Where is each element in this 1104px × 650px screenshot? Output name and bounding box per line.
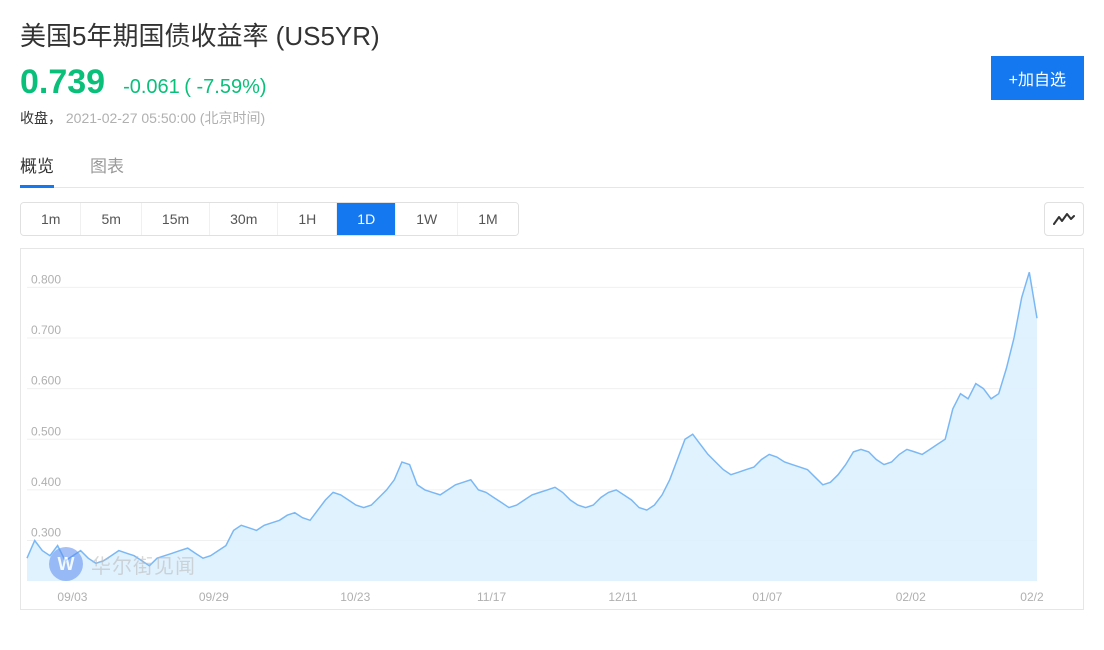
chart-type-button[interactable] <box>1044 202 1084 236</box>
line-chart-icon <box>1053 211 1075 227</box>
add-watchlist-button[interactable]: +加自选 <box>991 56 1084 100</box>
watermark-text: 华尔街见闻 <box>91 550 196 579</box>
svg-text:09/03: 09/03 <box>57 590 87 604</box>
svg-text:12/11: 12/11 <box>608 590 637 604</box>
timeframe-1M[interactable]: 1M <box>458 203 517 235</box>
svg-text:02/2: 02/2 <box>1020 590 1044 604</box>
svg-text:0.400: 0.400 <box>31 475 61 489</box>
timestamp-row: 收盘， 2021-02-27 05:50:00 (北京时间) <box>20 108 991 128</box>
timeframe-1W[interactable]: 1W <box>396 203 458 235</box>
price-change-abs: -0.061 <box>123 76 180 98</box>
timeframe-selector: 1m5m15m30m1H1D1W1M <box>20 202 519 236</box>
timeframe-1H[interactable]: 1H <box>278 203 337 235</box>
timeframe-30m[interactable]: 30m <box>210 203 278 235</box>
svg-text:0.700: 0.700 <box>31 323 61 337</box>
svg-text:0.500: 0.500 <box>31 424 61 438</box>
svg-text:10/23: 10/23 <box>340 590 370 604</box>
timeframe-1D[interactable]: 1D <box>337 203 396 235</box>
tab-0[interactable]: 概览 <box>20 152 54 187</box>
tabs: 概览 图表 <box>20 152 1084 188</box>
price-change: -0.061 ( -7.59%) <box>123 76 266 99</box>
timeframe-1m[interactable]: 1m <box>21 203 81 235</box>
tab-1[interactable]: 图表 <box>90 152 124 187</box>
instrument-title: 美国5年期国债收益率 (US5YR) <box>20 16 991 53</box>
timestamp-text: 2021-02-27 05:50:00 (北京时间) <box>66 110 265 126</box>
svg-text:0.800: 0.800 <box>31 272 61 286</box>
svg-text:0.600: 0.600 <box>31 374 61 388</box>
status-label: 收盘， <box>20 110 62 126</box>
price-change-pct: ( -7.59%) <box>184 76 266 98</box>
svg-text:0.300: 0.300 <box>31 526 61 540</box>
svg-text:09/29: 09/29 <box>199 590 229 604</box>
price-value: 0.739 <box>20 63 105 102</box>
price-chart[interactable]: 0.300 0.400 0.500 0.600 0.700 0.800 09/03 09/29… <box>20 248 1084 610</box>
watermark-logo: W <box>49 547 83 581</box>
svg-text:01/07: 01/07 <box>752 590 782 604</box>
svg-text:11/17: 11/17 <box>477 590 506 604</box>
timeframe-15m[interactable]: 15m <box>142 203 210 235</box>
watermark: W 华尔街见闻 <box>49 547 196 581</box>
timeframe-5m[interactable]: 5m <box>81 203 141 235</box>
svg-text:02/02: 02/02 <box>896 590 926 604</box>
